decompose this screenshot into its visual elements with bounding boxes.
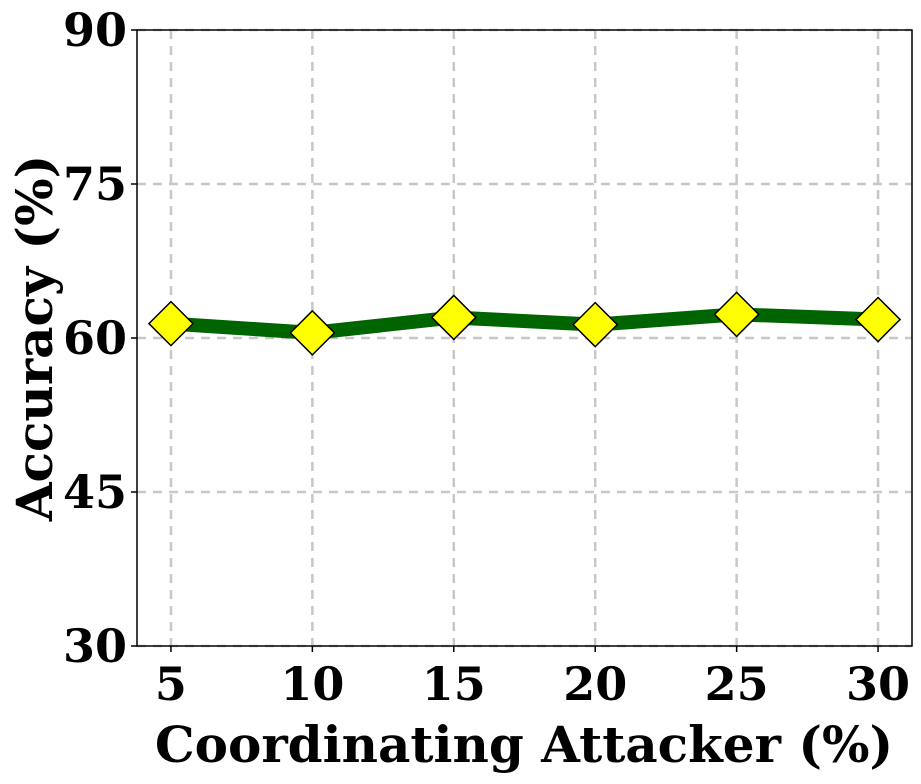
x-tick-label: 10 [280,657,344,711]
data-point-diamond [713,291,760,338]
data-point-diamond [289,309,336,356]
series-line [170,307,879,340]
data-point-diamond [430,294,477,341]
x-axis-ticks: 5 10 15 20 25 30 [155,646,910,711]
x-axis-label: Coordinating Attacker (%) [155,715,893,774]
y-axis-label: Accuracy (%) [5,155,64,523]
grid-lines [137,28,912,648]
y-tick-label: 90 [63,3,127,57]
data-point-diamond [854,296,902,343]
y-axis-ticks: 30 45 60 75 90 [63,3,137,673]
series-layer [147,291,902,356]
x-tick-label: 5 [155,657,187,711]
x-tick-label: 25 [705,657,769,711]
data-point-diamond [147,300,195,347]
y-tick-label: 30 [63,619,127,673]
x-tick-label: 20 [563,657,627,711]
x-tick-label: 30 [846,657,910,711]
x-tick-label: 15 [422,657,486,711]
y-tick-label: 45 [63,465,127,519]
data-point-diamond [572,301,619,348]
y-tick-label: 75 [63,157,127,211]
y-tick-label: 60 [63,311,127,365]
